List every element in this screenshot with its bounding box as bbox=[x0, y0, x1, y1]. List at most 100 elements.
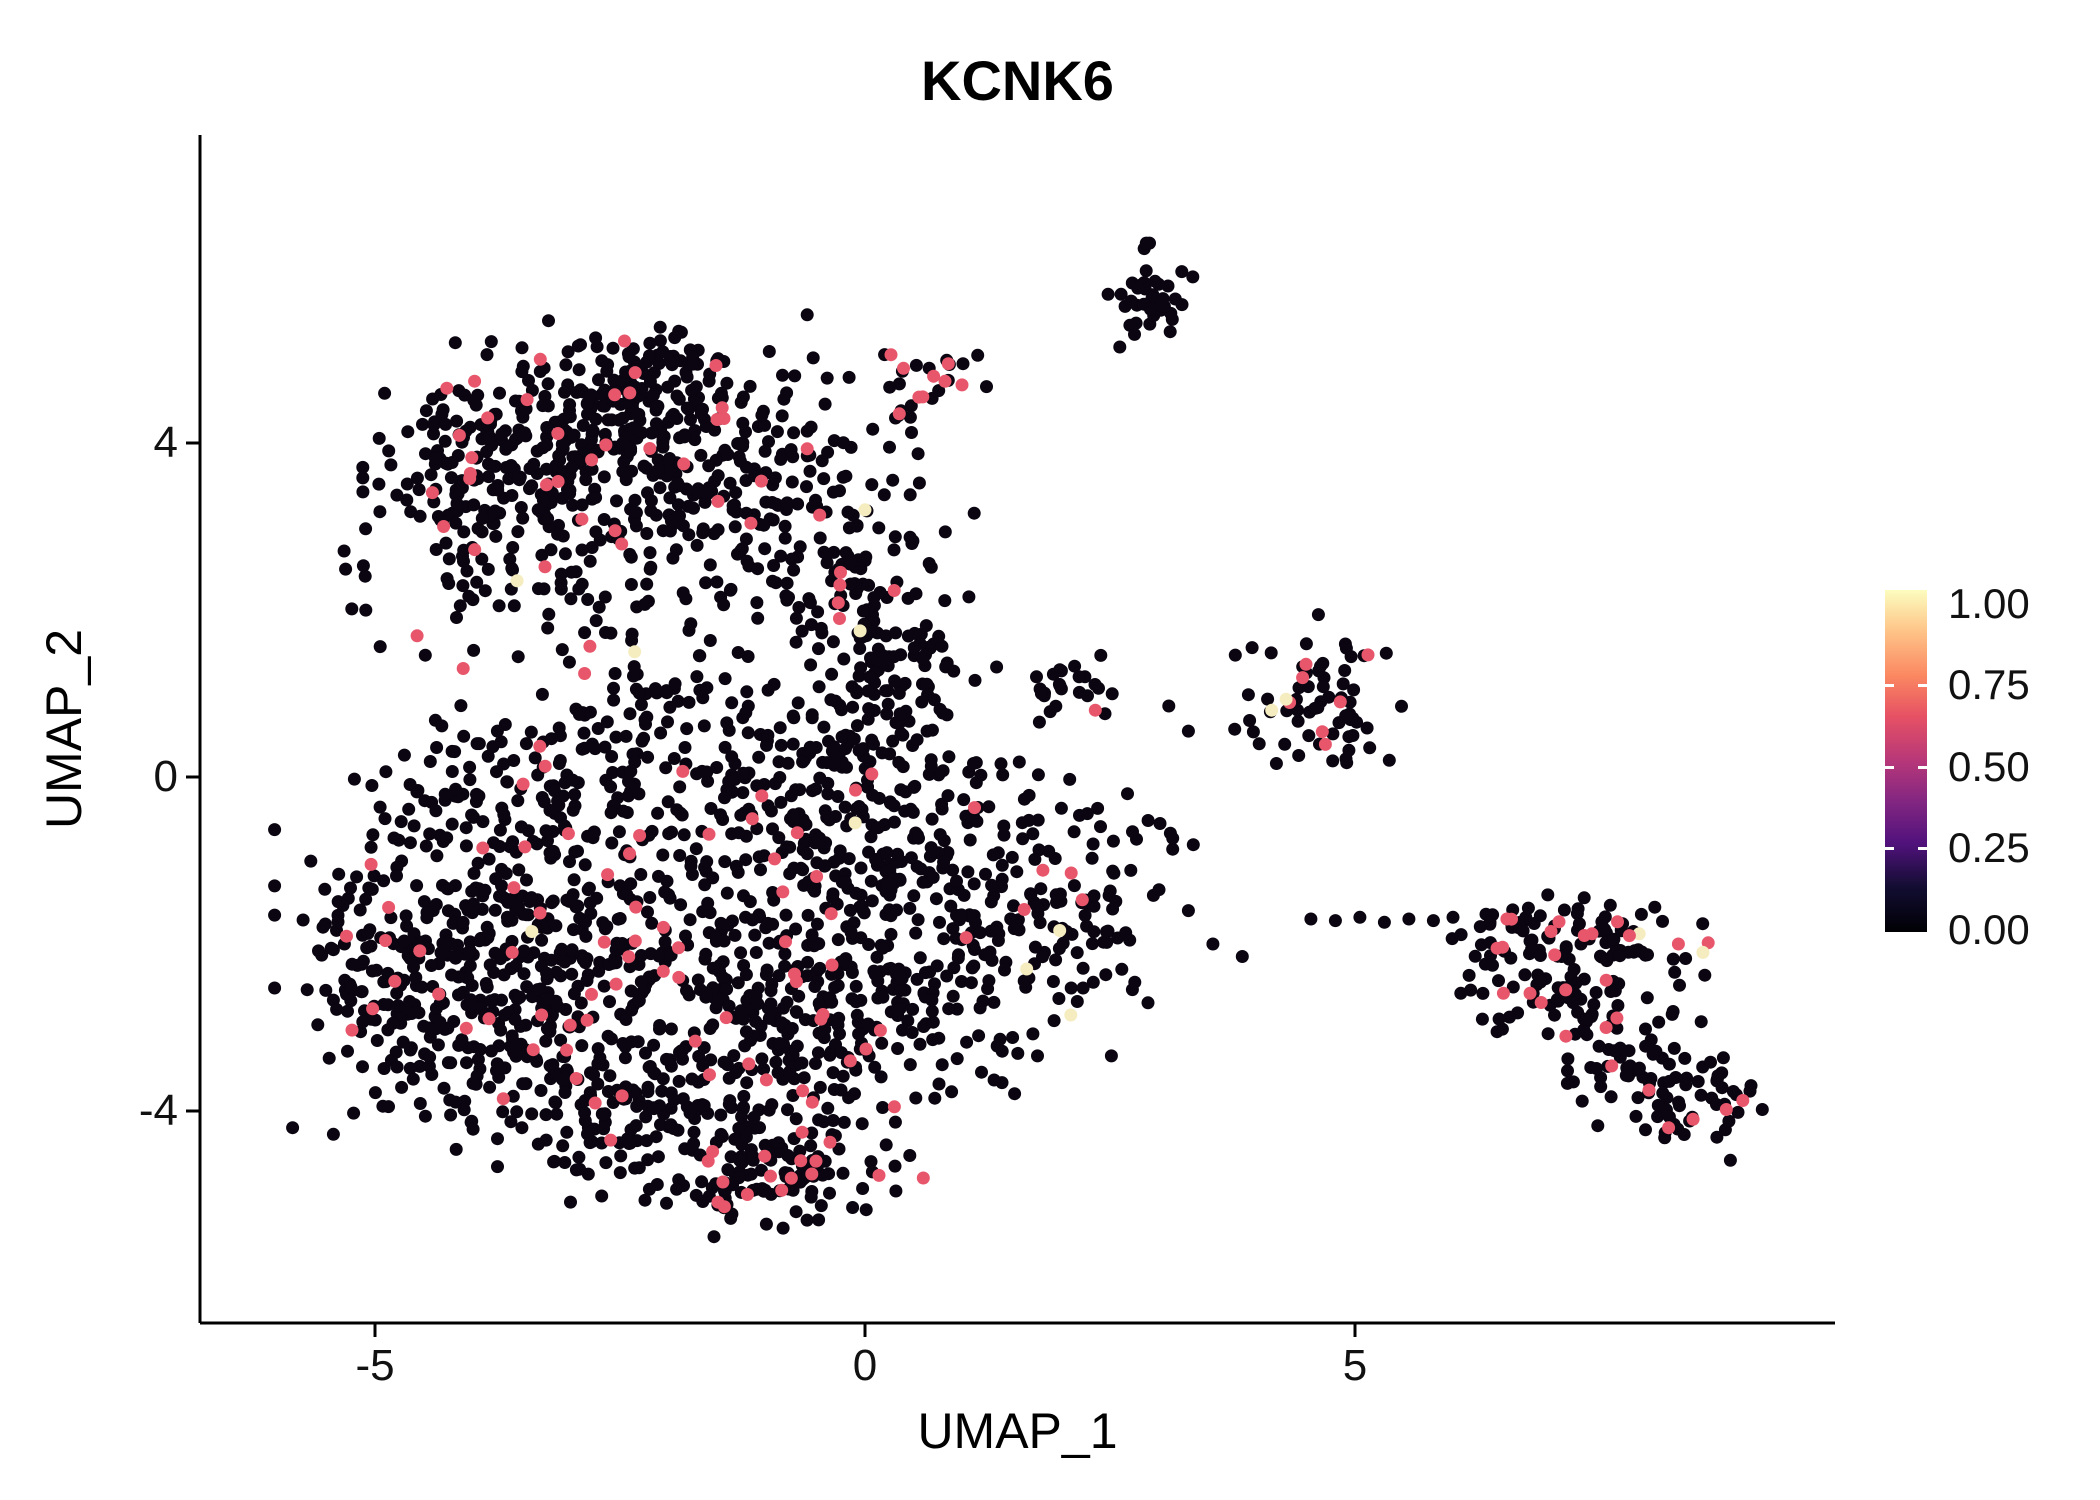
data-point bbox=[497, 968, 511, 982]
data-point bbox=[1594, 1080, 1608, 1094]
data-point bbox=[656, 440, 670, 454]
data-point bbox=[887, 1100, 901, 1114]
data-point bbox=[831, 979, 845, 993]
data-point bbox=[1541, 1027, 1555, 1041]
data-point bbox=[1269, 757, 1283, 770]
data-point bbox=[575, 742, 589, 756]
colorbar-label: 1.00 bbox=[1948, 580, 2030, 627]
data-point bbox=[600, 364, 614, 378]
data-point bbox=[696, 1059, 710, 1073]
colorbar-tick bbox=[1885, 847, 1894, 850]
data-point bbox=[1154, 297, 1168, 311]
data-point bbox=[555, 1072, 569, 1086]
data-point bbox=[696, 402, 709, 416]
data-point bbox=[1338, 664, 1352, 677]
data-point bbox=[809, 782, 823, 796]
data-point bbox=[610, 494, 623, 508]
data-point bbox=[1694, 1088, 1708, 1102]
data-point bbox=[473, 1062, 487, 1076]
data-point bbox=[869, 853, 883, 866]
data-point bbox=[1141, 996, 1155, 1010]
data-point bbox=[410, 879, 424, 893]
data-point bbox=[1731, 1105, 1745, 1119]
data-point bbox=[750, 596, 764, 610]
data-point bbox=[1339, 709, 1353, 723]
data-point bbox=[630, 407, 644, 421]
data-point bbox=[1078, 908, 1092, 922]
data-point bbox=[1036, 950, 1049, 964]
data-point bbox=[775, 1183, 789, 1197]
data-point bbox=[493, 386, 506, 400]
data-point bbox=[641, 486, 654, 500]
data-point bbox=[1490, 941, 1504, 955]
data-point bbox=[829, 810, 842, 823]
data-point bbox=[938, 525, 952, 539]
data-point bbox=[1085, 937, 1099, 951]
data-point bbox=[628, 755, 642, 769]
data-point bbox=[526, 1043, 540, 1057]
data-point bbox=[872, 1168, 886, 1182]
data-point bbox=[837, 1115, 851, 1129]
data-point bbox=[1304, 912, 1318, 926]
data-point bbox=[1241, 688, 1255, 702]
data-point bbox=[710, 761, 724, 774]
data-point bbox=[619, 473, 633, 487]
data-point bbox=[1382, 753, 1396, 767]
data-point bbox=[801, 908, 815, 922]
data-point bbox=[531, 1137, 545, 1151]
data-point bbox=[1121, 787, 1134, 801]
data-point bbox=[739, 853, 753, 867]
data-point bbox=[441, 882, 455, 896]
data-point bbox=[849, 684, 863, 698]
data-point bbox=[1552, 915, 1566, 929]
data-point bbox=[834, 565, 847, 579]
data-point bbox=[406, 1072, 420, 1086]
data-point bbox=[792, 989, 806, 1003]
data-point bbox=[1031, 813, 1045, 827]
data-point bbox=[606, 1096, 620, 1109]
data-point bbox=[459, 839, 473, 853]
data-point bbox=[772, 755, 786, 769]
data-point bbox=[702, 827, 716, 841]
data-point bbox=[578, 1106, 592, 1120]
data-point bbox=[700, 855, 714, 869]
data-point bbox=[1103, 884, 1117, 898]
data-point bbox=[817, 720, 831, 734]
data-point bbox=[718, 855, 732, 869]
data-point bbox=[539, 824, 553, 838]
data-point bbox=[804, 1139, 818, 1153]
data-point bbox=[831, 596, 845, 610]
data-point bbox=[468, 543, 482, 557]
data-point bbox=[946, 863, 960, 877]
data-point bbox=[789, 1205, 803, 1219]
data-point bbox=[435, 945, 449, 959]
data-point bbox=[450, 497, 464, 510]
data-point bbox=[897, 361, 910, 375]
data-point bbox=[663, 354, 677, 368]
data-point bbox=[789, 975, 803, 989]
data-point bbox=[863, 670, 877, 684]
data-point bbox=[1668, 965, 1682, 979]
data-point bbox=[1611, 915, 1624, 929]
x-axis-label: UMAP_1 bbox=[917, 1403, 1118, 1459]
data-point bbox=[397, 748, 411, 762]
data-point bbox=[715, 401, 729, 415]
x-tick-label: -5 bbox=[355, 1341, 395, 1390]
data-point bbox=[887, 815, 901, 829]
data-point bbox=[887, 543, 901, 557]
data-point bbox=[985, 878, 999, 892]
data-point bbox=[1658, 1131, 1672, 1145]
data-point bbox=[552, 721, 566, 735]
colorbar bbox=[1885, 590, 1927, 932]
data-point bbox=[1696, 917, 1710, 931]
data-point bbox=[570, 385, 584, 399]
data-point bbox=[913, 951, 927, 965]
data-point bbox=[1032, 715, 1046, 729]
data-point bbox=[789, 611, 803, 625]
data-point bbox=[1076, 981, 1090, 995]
data-point bbox=[932, 768, 946, 782]
data-point bbox=[475, 552, 489, 566]
data-point bbox=[1007, 899, 1020, 913]
data-point bbox=[592, 600, 606, 614]
data-point bbox=[448, 336, 462, 350]
